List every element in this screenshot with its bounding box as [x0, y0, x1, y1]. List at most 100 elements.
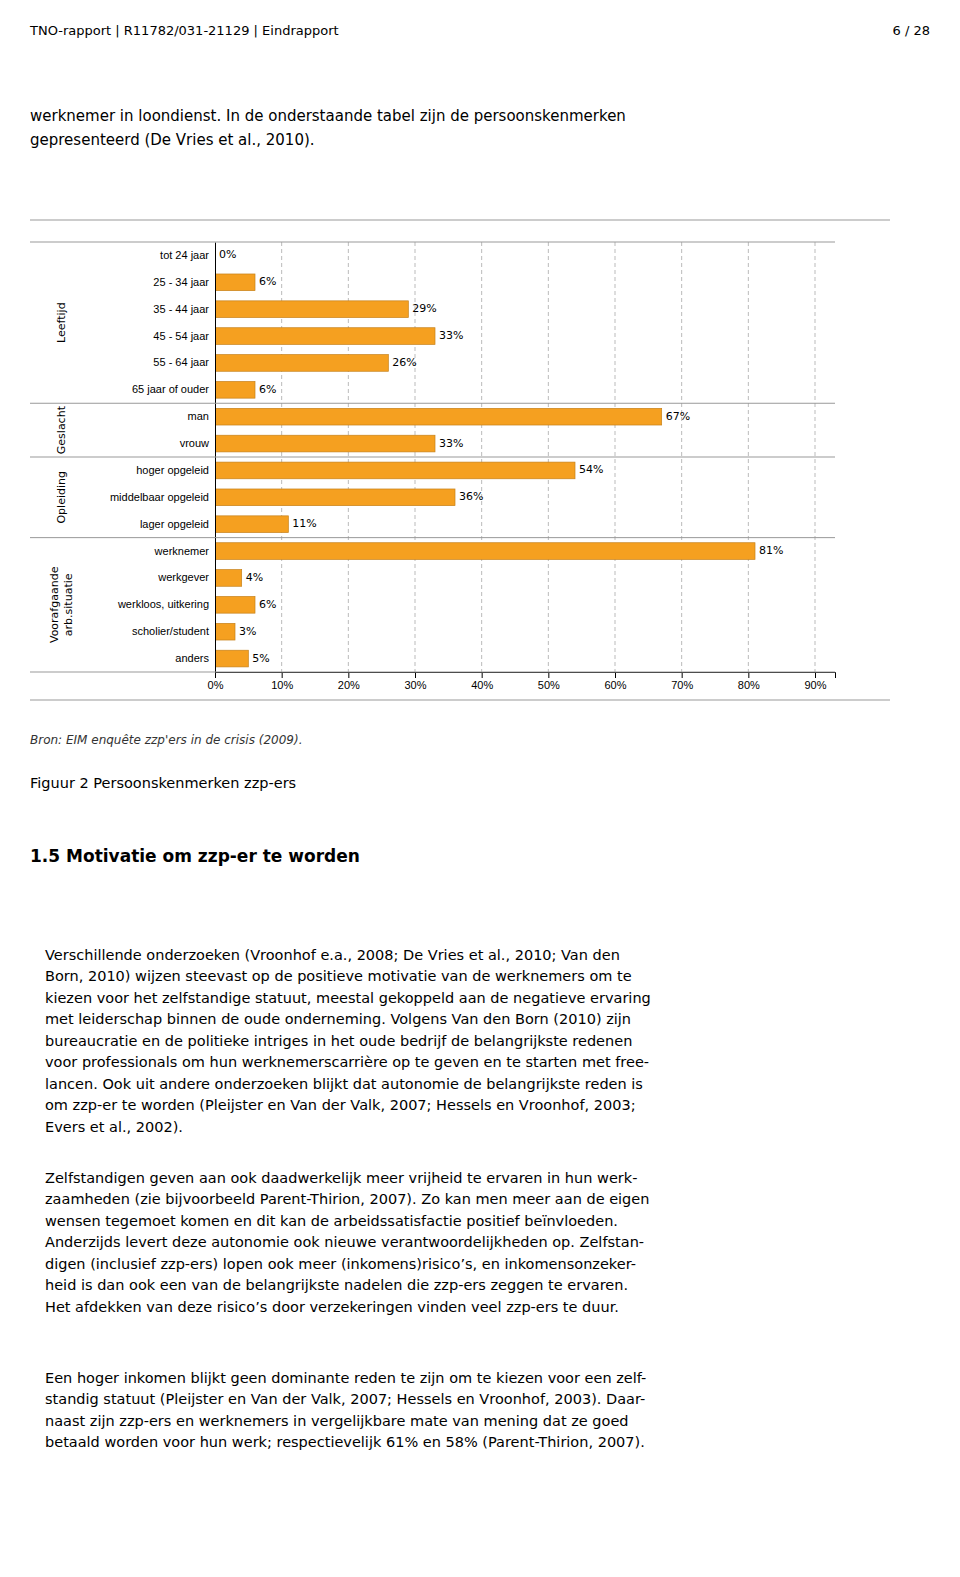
tick: 40%	[471, 672, 493, 691]
bar	[215, 408, 662, 425]
paragraph-line: om zzp-er te worden (Pleijster en Van de…	[45, 1097, 636, 1113]
data-label: 6%	[259, 275, 276, 288]
data-label: 0%	[219, 248, 236, 261]
paragraph-line: Verschillende onderzoeken (Vroonhof e.a.…	[45, 947, 620, 963]
data-label: 5%	[252, 652, 269, 665]
tick-label: 90%	[804, 679, 826, 691]
paragraph-line: lancen. Ook uit andere onderzoeken blijk…	[45, 1076, 643, 1092]
data-label: 33%	[439, 329, 463, 342]
tick: 60%	[604, 672, 626, 691]
intro-line: werknemer in loondienst. In de onderstaa…	[30, 107, 626, 125]
tick-label: 10%	[271, 679, 293, 691]
paragraph-line: bureaucratie en de politieke intriges in…	[45, 1033, 632, 1049]
paragraph-line: digen (inclusief zzp-ers) lopen ook meer…	[45, 1256, 636, 1272]
tick-label: lager opgeleid	[140, 518, 209, 530]
tick-label: 40%	[471, 679, 493, 691]
tick: middelbaar opgeleid	[110, 491, 215, 503]
tick-label: 65 jaar of ouder	[132, 383, 209, 395]
tick: scholier/student	[132, 625, 215, 637]
tick-label: werkgever	[157, 571, 209, 583]
tick: 80%	[738, 672, 760, 691]
page: TNO-rapport | R11782/031-21129 | Eindrap…	[0, 0, 960, 1577]
bar	[215, 274, 255, 291]
tick-label: 25 - 34 jaar	[153, 276, 209, 288]
x-axis: 0%10%20%30%40%50%60%70%80%90%	[208, 672, 836, 691]
paragraph-line: Een hoger inkomen blijkt geen dominante …	[45, 1370, 646, 1386]
tick-label: 60%	[604, 679, 626, 691]
source: Bron: EIM enquête zzp'ers in de crisis (…	[30, 733, 302, 747]
tick: 25 - 34 jaar	[153, 276, 215, 288]
data-label: 54%	[579, 463, 603, 476]
tick-label: 45 - 54 jaar	[153, 330, 209, 342]
group-label: Leeftijd	[55, 302, 68, 343]
tick-label: 0%	[208, 679, 224, 691]
intro-line: gepresenteerd (De Vries et al., 2010).	[30, 131, 315, 149]
tick-mark	[215, 672, 216, 678]
tick: 20%	[338, 672, 360, 691]
tick: 65 jaar of ouder	[132, 383, 215, 395]
tick: 0%	[208, 672, 224, 691]
tick-label: werknemer	[154, 545, 210, 557]
tick-label: hoger opgeleid	[136, 464, 209, 476]
tick: anders	[175, 652, 215, 664]
data-label: 36%	[459, 490, 483, 503]
paragraph-line: betaald worden voor hun werk; respectiev…	[45, 1434, 645, 1450]
separator	[30, 700, 890, 701]
tick: vrouw	[180, 437, 215, 449]
tick: tot 24 jaar	[160, 249, 215, 261]
paragraph-line: Anderzijds levert deze autonomie ook nie…	[45, 1234, 644, 1250]
tick: 30%	[404, 672, 426, 691]
chart: 0%6%29%33%26%6%67%33%54%36%11%81%4%6%3%5…	[30, 242, 836, 691]
data-label: 3%	[239, 625, 256, 638]
tick: hoger opgeleid	[136, 464, 215, 476]
group-divider	[30, 672, 835, 673]
data-label: 26%	[392, 356, 416, 369]
paragraph-line: met leiderschap binnen de oude ondernemi…	[45, 1011, 631, 1027]
tick: werkgever	[157, 571, 215, 583]
group-divider	[30, 457, 835, 458]
tick: man	[188, 410, 215, 422]
bar	[215, 650, 248, 667]
tick-mark	[748, 672, 749, 678]
data-label: 29%	[412, 302, 436, 315]
paragraph-line: naast zijn zzp-ers en werknemers in verg…	[45, 1413, 629, 1429]
tick-label: man	[188, 410, 209, 422]
group-divider	[30, 537, 835, 538]
bar	[215, 489, 455, 506]
tick: 10%	[271, 672, 293, 691]
tick-label: middelbaar opgeleid	[110, 491, 209, 503]
bars	[215, 274, 755, 667]
tick-mark	[348, 672, 349, 678]
axis-line	[216, 673, 836, 679]
tick-label: 80%	[738, 679, 760, 691]
paragraph-line: standig statuut (Pleijster en Van der Va…	[45, 1391, 645, 1407]
paragraph-line: voor professionals om hun werknemerscarr…	[45, 1054, 649, 1070]
tick-mark	[815, 672, 816, 678]
group-divider	[30, 242, 835, 243]
paragraph-line: wensen tegemoet komen en dit kan de arbe…	[45, 1213, 618, 1229]
bar	[215, 543, 755, 560]
tick: 45 - 54 jaar	[153, 330, 215, 342]
group-label: Opleiding	[55, 471, 68, 524]
bar	[215, 516, 288, 533]
tick-mark	[615, 672, 616, 678]
data-label: 81%	[759, 544, 783, 557]
bar	[215, 623, 235, 640]
data-label: 4%	[246, 571, 263, 584]
caption: Figuur 2 Persoonskenmerken zzp-ers	[30, 775, 296, 791]
tick-label: anders	[175, 652, 209, 664]
section-title: 1.5 Motivatie om zzp-er te worden	[30, 846, 360, 866]
paragraph-line: Zelfstandigen geven aan ook daadwerkelij…	[45, 1170, 637, 1186]
group-label: Voorafgaandearb.situatie	[48, 566, 74, 643]
tick-label: 70%	[671, 679, 693, 691]
bar	[215, 596, 255, 613]
data-label: 11%	[292, 517, 316, 530]
separator	[30, 220, 890, 221]
tick-mark	[482, 672, 483, 678]
tick-mark	[548, 672, 549, 678]
paragraph-line: Evers et al., 2002).	[45, 1119, 183, 1135]
tick-label: 20%	[338, 679, 360, 691]
paragraph-line: zaamheden (zie bijvoorbeeld Parent-Thiri…	[45, 1191, 649, 1207]
bar	[215, 301, 408, 318]
tick: 35 - 44 jaar	[153, 303, 215, 315]
